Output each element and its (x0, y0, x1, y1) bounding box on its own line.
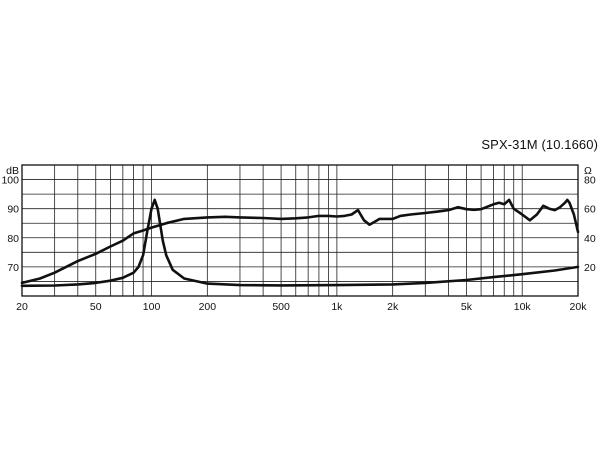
axis-labels: 20 50 100 200 500 1k 2k 5k 10k 20k 70 80 90 100 20 40 60… (1, 165, 595, 313)
x-tick-label: 10k (514, 301, 532, 313)
frequency-response-line (20, 198, 580, 285)
x-tick-label: 50 (90, 301, 102, 313)
x-tick-label: 1k (331, 301, 343, 313)
right-axis-unit-label: Ω (584, 165, 592, 177)
right-y-tick-label: 40 (584, 233, 596, 245)
x-tick-label: 20 (16, 301, 28, 313)
chart-title: SPX-31M (10.1660) (481, 137, 598, 152)
x-tick-label: 20k (570, 301, 588, 313)
left-axis-unit-label: dB (6, 165, 19, 177)
x-tick-label: 200 (199, 301, 217, 313)
right-y-tick-label: 20 (584, 262, 596, 274)
impedance-line (20, 198, 580, 288)
curves (20, 198, 580, 288)
left-y-tick-label: 80 (7, 233, 19, 245)
x-tick-label: 5k (461, 301, 473, 313)
right-y-tick-label: 80 (584, 175, 596, 187)
x-tick-label: 2k (387, 301, 399, 313)
x-tick-label: 100 (143, 301, 161, 313)
right-y-tick-label: 60 (584, 204, 596, 216)
left-y-tick-label: 70 (7, 262, 19, 274)
left-y-tick-label: 90 (7, 204, 19, 216)
left-y-tick-label: 100 (1, 175, 19, 187)
plot-frame (21, 164, 579, 297)
x-tick-label: 500 (272, 301, 290, 313)
grid (22, 165, 578, 296)
